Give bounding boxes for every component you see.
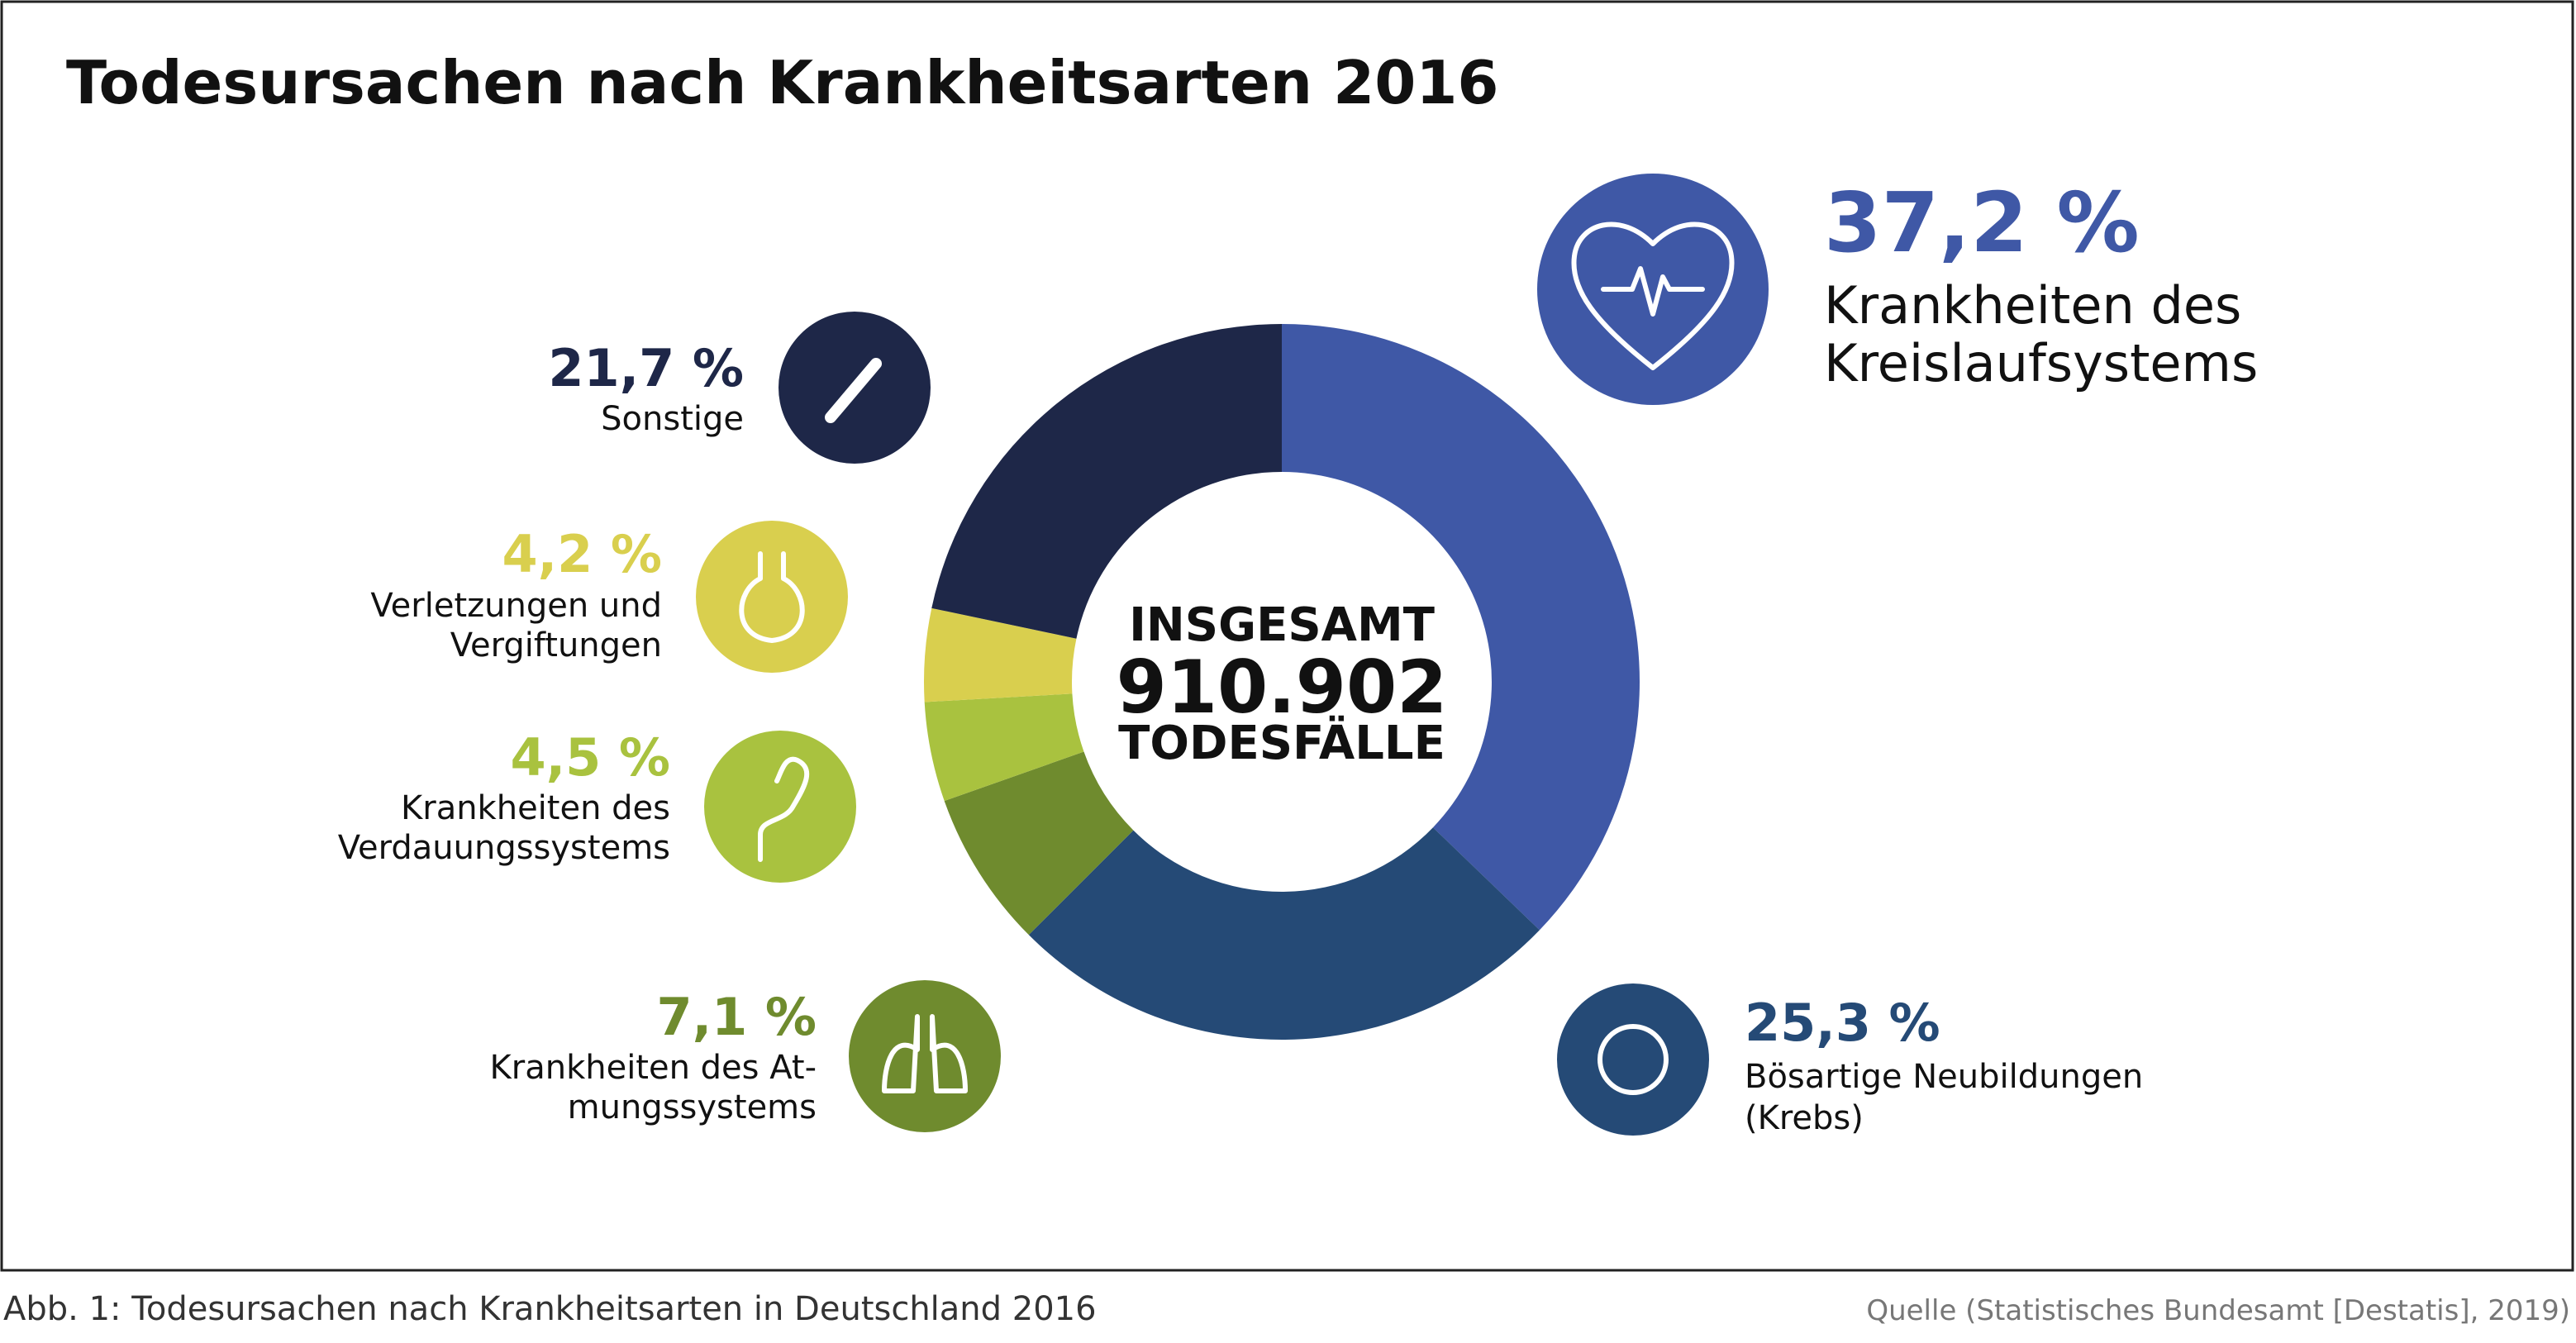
donut-segment <box>924 607 1077 702</box>
donut-segment <box>944 751 1134 936</box>
center-top: INSGESAMT <box>1129 598 1435 652</box>
value-label: 7,1 % <box>656 987 817 1047</box>
value-label: 4,2 % <box>502 524 662 584</box>
stomach-icon <box>758 756 810 862</box>
icon-circle <box>704 731 856 883</box>
frame <box>0 0 2574 1272</box>
flask-icon <box>739 551 805 643</box>
donut-segment <box>1282 324 1640 931</box>
icon-circle <box>696 521 848 673</box>
cell-icon <box>1598 1024 1669 1095</box>
value-label: 25,3 % <box>1745 993 1940 1053</box>
category-label: Krankheiten des At- mungssystems <box>489 1049 817 1126</box>
bone-icon <box>825 358 882 423</box>
pulse-icon <box>1601 266 1705 317</box>
category-label: Sonstige <box>601 400 744 438</box>
value-label: 4,5 % <box>510 727 670 788</box>
center-total: 910.902 <box>1117 645 1448 730</box>
icon-circle <box>849 980 1001 1132</box>
chart-title: Todesursachen nach Krankheitsarten 2016 <box>66 48 1499 117</box>
donut-segment <box>1028 827 1540 1040</box>
donut-segment <box>924 693 1084 802</box>
value-label: 21,7 % <box>548 338 744 398</box>
category-label: Bösartige Neubildungen (Krebs) <box>1745 1058 2144 1137</box>
category-label: Krankheiten des Kreislaufsystems <box>1824 275 2259 393</box>
value-label: 37,2 % <box>1824 174 2140 271</box>
category-label: Verletzungen und Vergiftungen <box>370 587 662 664</box>
heart-icon <box>1571 221 1735 370</box>
donut-segment <box>931 324 1282 639</box>
center-bottom: TODESFÄLLE <box>1118 717 1445 770</box>
lungs-icon <box>882 1014 968 1093</box>
source: Quelle (Statistisches Bundesamt [Destati… <box>1866 1294 2570 1327</box>
icons <box>696 174 1769 1136</box>
category-label: Krankheiten des Verdauungssystems <box>337 789 670 867</box>
icon-circle <box>1557 983 1709 1136</box>
icon-circle <box>1537 174 1769 405</box>
caption: Abb. 1: Todesursachen nach Krankheitsart… <box>3 1290 1097 1328</box>
